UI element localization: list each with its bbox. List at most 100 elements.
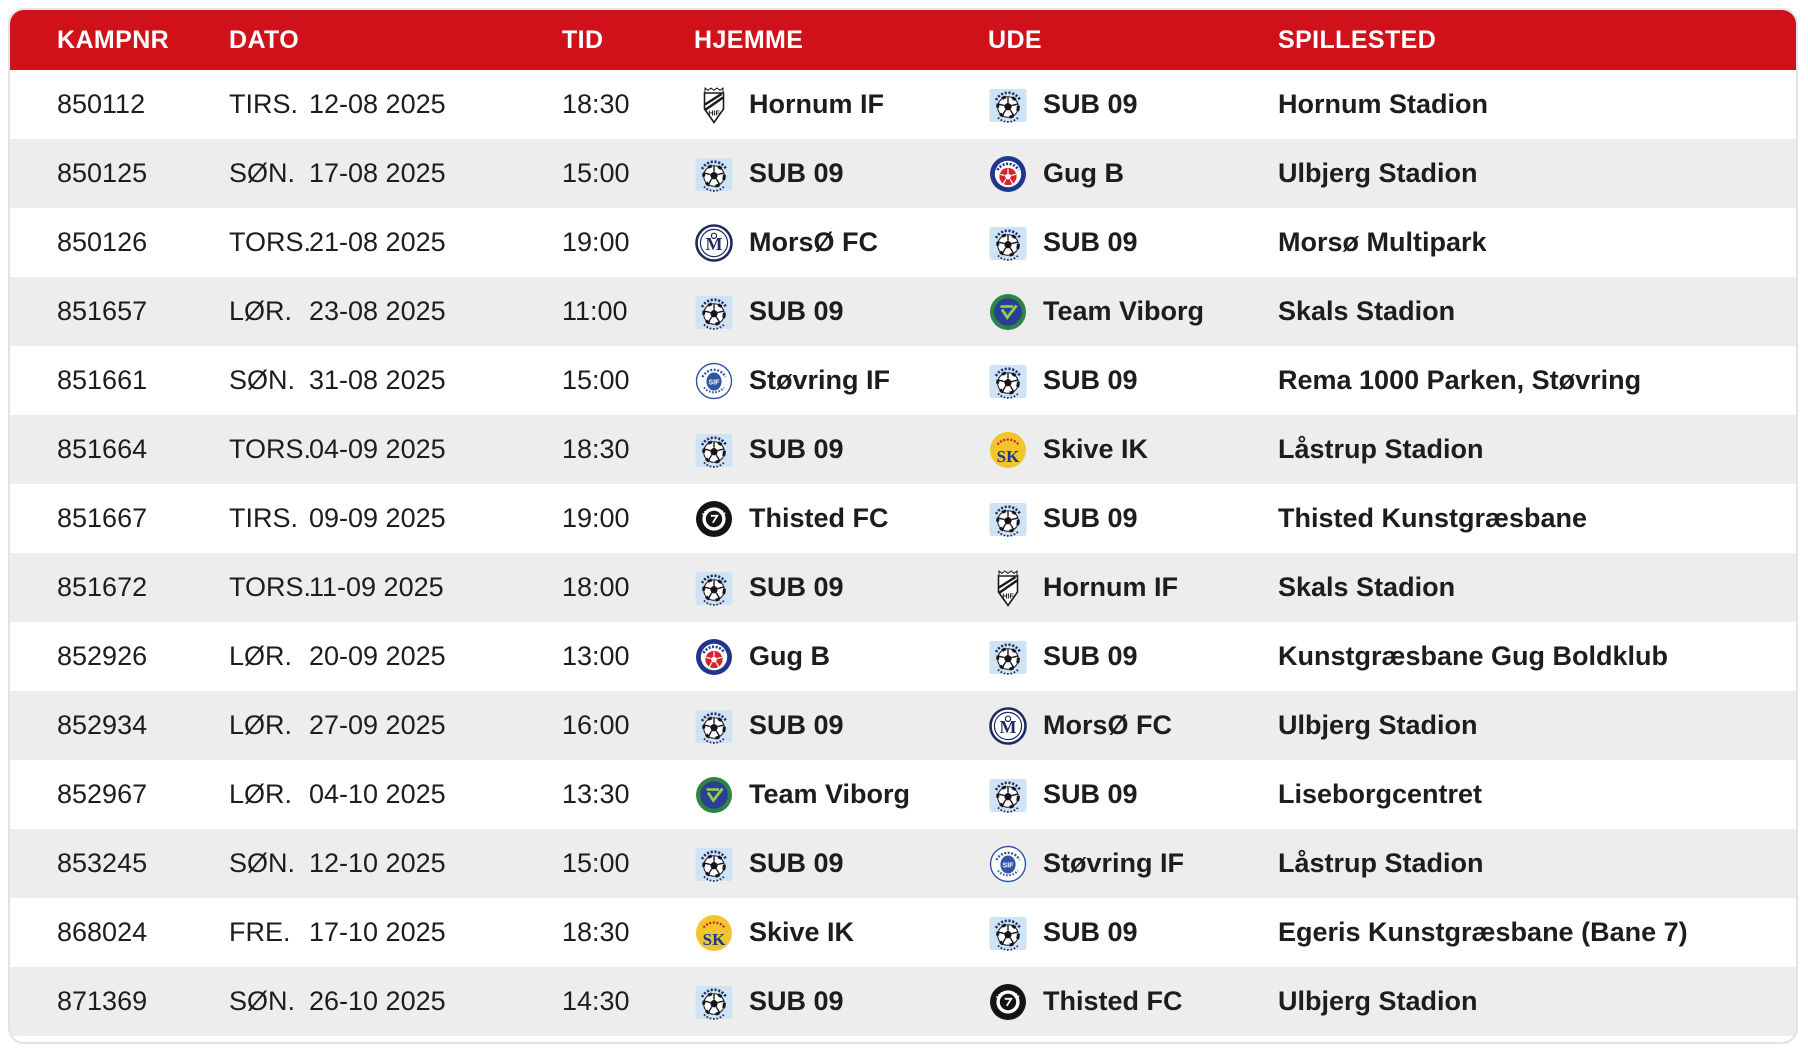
match-number-cell: 850126 (10, 227, 229, 258)
venue-cell: Ulbjerg Stadion (1278, 710, 1796, 741)
morso-fc-logo: M (694, 223, 734, 263)
match-date: 21-08 2025 (309, 227, 446, 257)
venue: Hornum Stadion (1278, 89, 1488, 119)
match-number: 868024 (57, 917, 148, 947)
away-team-name: SUB 09 (1043, 89, 1138, 119)
match-day: TORS. (229, 434, 312, 464)
match-time: 18:30 (562, 917, 630, 947)
sub-09-logo (988, 223, 1028, 263)
table-row: 868024 FRE. 17-10 2025 18:30 SK Skive IK … (10, 898, 1796, 967)
home-team-name: Støvring IF (749, 365, 890, 395)
venue: Ulbjerg Stadion (1278, 710, 1478, 740)
venue: Ulbjerg Stadion (1278, 158, 1478, 188)
match-number: 853245 (57, 848, 148, 878)
away-team-name: Team Viborg (1043, 296, 1205, 326)
match-time: 18:30 (562, 89, 630, 119)
match-time: 15:00 (562, 848, 630, 878)
away-team-name: MorsØ FC (1043, 710, 1173, 740)
match-day: TIRS. (229, 89, 299, 119)
match-time-cell: 18:30 (562, 434, 686, 465)
match-time: 13:00 (562, 641, 630, 671)
column-header-label: KAMPNR (57, 25, 170, 54)
away-team-cell: SUB 09 (980, 361, 1278, 401)
sub-09-logo (694, 844, 734, 884)
match-number-cell: 851664 (10, 434, 229, 465)
match-time-cell: 13:30 (562, 779, 686, 810)
home-team-name: Hornum IF (749, 89, 884, 119)
sub-09-logo (988, 361, 1028, 401)
home-team-name: SUB 09 (749, 986, 844, 1016)
away-team-cell: HIF Hornum IF (980, 568, 1278, 608)
sub-09-logo (694, 982, 734, 1022)
venue: Egeris Kunstgræsbane (Bane 7) (1278, 917, 1688, 947)
hornum-if-logo: HIF (694, 85, 734, 125)
venue: Morsø Multipark (1278, 227, 1487, 257)
match-number-cell: 852934 (10, 710, 229, 741)
match-date: 04-09 2025 (309, 434, 446, 464)
match-date-cell: LØR. 20-09 2025 (229, 641, 562, 672)
match-day: SØN. (229, 986, 296, 1016)
team-viborg-logo (988, 292, 1028, 332)
column-header-tid: TID (562, 26, 686, 55)
sub-09-logo (694, 568, 734, 608)
match-time-cell: 13:00 (562, 641, 686, 672)
venue: Skals Stadion (1278, 296, 1456, 326)
home-team-cell: SUB 09 (686, 154, 980, 194)
match-date-cell: SØN. 31-08 2025 (229, 365, 562, 396)
home-team-name: Gug B (749, 641, 830, 671)
home-team-cell: SUB 09 (686, 568, 980, 608)
home-team-cell: Gug B (686, 637, 980, 677)
match-number-cell: 851672 (10, 572, 229, 603)
match-date-cell: TIRS. 09-09 2025 (229, 503, 562, 534)
thisted-fc-logo (694, 499, 734, 539)
match-date: 17-10 2025 (309, 917, 446, 947)
match-date-cell: SØN. 12-10 2025 (229, 848, 562, 879)
match-date: 26-10 2025 (309, 986, 446, 1016)
match-time-cell: 18:30 (562, 89, 686, 120)
table-row: 851661 SØN. 31-08 2025 15:00 SIF Støvring… (10, 346, 1796, 415)
home-team-name: Skive IK (749, 917, 855, 947)
svg-text:M: M (706, 234, 723, 254)
match-time-cell: 19:00 (562, 227, 686, 258)
column-header-ude: UDE (980, 26, 1278, 55)
column-header-kampnr: KAMPNR (10, 26, 229, 55)
away-team-name: Støvring IF (1043, 848, 1184, 878)
away-team-name: Skive IK (1043, 434, 1149, 464)
match-number-cell: 852967 (10, 779, 229, 810)
sub-09-logo (988, 913, 1028, 953)
venue-cell: Låstrup Stadion (1278, 434, 1796, 465)
venue: Låstrup Stadion (1278, 434, 1484, 464)
match-date: 23-08 2025 (309, 296, 446, 326)
match-date: 04-10 2025 (309, 779, 446, 809)
venue-cell: Kunstgræsbane Gug Boldklub (1278, 641, 1796, 672)
match-time: 11:00 (562, 296, 628, 326)
table-row: 850126 TORS. 21-08 2025 19:00 M MorsØ FC … (10, 208, 1796, 277)
home-team-name: MorsØ FC (749, 227, 879, 257)
table-row: 851664 TORS. 04-09 2025 18:30 SUB 09 SK S… (10, 415, 1796, 484)
match-number: 871369 (57, 986, 148, 1016)
table-row: 850112 TIRS. 12-08 2025 18:30 HIF Hornum … (10, 70, 1796, 139)
home-team-name: SUB 09 (749, 434, 844, 464)
match-day: LØR. (229, 779, 293, 809)
match-number: 850126 (57, 227, 148, 257)
match-day: FRE. (229, 917, 291, 947)
home-team-cell: SUB 09 (686, 982, 980, 1022)
venue-cell: Skals Stadion (1278, 572, 1796, 603)
match-time: 18:30 (562, 434, 630, 464)
match-date-cell: FRE. 17-10 2025 (229, 917, 562, 948)
venue: Liseborgcentret (1278, 779, 1483, 809)
away-team-cell: SIF Støvring IF (980, 844, 1278, 884)
away-team-cell: Gug B (980, 154, 1278, 194)
venue: Ulbjerg Stadion (1278, 986, 1478, 1016)
home-team-cell: HIF Hornum IF (686, 85, 980, 125)
home-team-name: SUB 09 (749, 572, 844, 602)
match-date-cell: LØR. 23-08 2025 (229, 296, 562, 327)
match-number-cell: 850112 (10, 89, 229, 120)
home-team-cell: SUB 09 (686, 844, 980, 884)
match-date: 20-09 2025 (309, 641, 446, 671)
table-body: 850112 TIRS. 12-08 2025 18:30 HIF Hornum … (10, 70, 1796, 1036)
venue-cell: Hornum Stadion (1278, 89, 1796, 120)
match-time: 13:30 (562, 779, 630, 809)
away-team-cell: SUB 09 (980, 499, 1278, 539)
away-team-cell: SUB 09 (980, 913, 1278, 953)
